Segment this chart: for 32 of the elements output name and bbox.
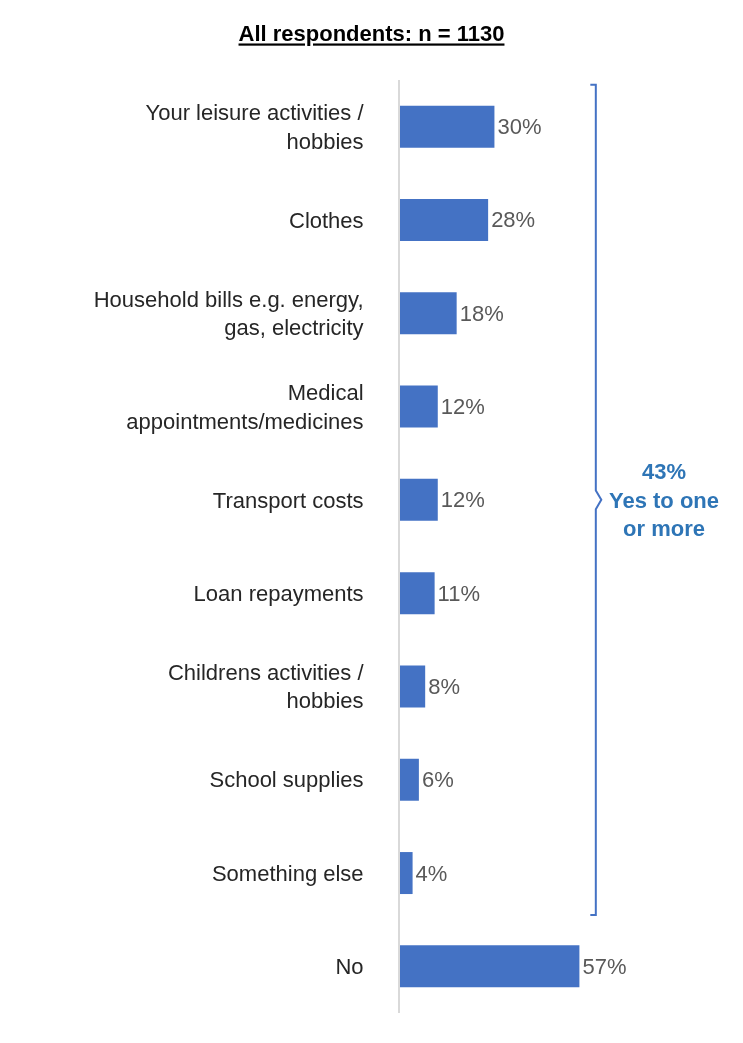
bar xyxy=(400,385,438,428)
y-tick-label: Medical appointments/medicines xyxy=(126,379,364,434)
y-tick-label: Childrens activities / hobbies xyxy=(167,659,365,714)
data-label: 57% xyxy=(582,953,627,979)
bar xyxy=(400,292,457,335)
data-label: 12% xyxy=(440,394,485,420)
bar xyxy=(400,478,438,521)
data-label: 8% xyxy=(428,673,460,699)
bar xyxy=(400,665,426,708)
data-label: 18% xyxy=(459,300,504,326)
bar xyxy=(400,105,495,148)
chart-title: All respondents: n = 1130 xyxy=(238,21,505,47)
data-label: 6% xyxy=(421,767,454,793)
y-tick-label: No xyxy=(335,954,364,980)
bar xyxy=(400,198,489,241)
data-label: 4% xyxy=(415,860,448,886)
bar xyxy=(400,572,435,615)
data-label: 28% xyxy=(491,207,536,233)
bar xyxy=(400,758,419,801)
data-label: 30% xyxy=(497,114,542,140)
bar xyxy=(400,945,580,988)
text: 43% Yes to one or more xyxy=(609,459,720,542)
y-tick-label: Something else xyxy=(211,860,364,886)
data-label: 11% xyxy=(437,580,481,606)
y-tick-label: Transport costs xyxy=(212,487,364,513)
y-tick-label: School supplies xyxy=(209,767,364,793)
data-label: 12% xyxy=(440,487,485,513)
y-tick-label: Clothes xyxy=(289,207,364,233)
y-tick-label: Your leisure activities / hobbies xyxy=(145,100,365,154)
bar xyxy=(400,852,413,895)
y-tick-label: Loan repayments xyxy=(193,580,364,606)
y-tick-label: Household bills e.g. energy, gas, electricity xyxy=(93,286,364,341)
